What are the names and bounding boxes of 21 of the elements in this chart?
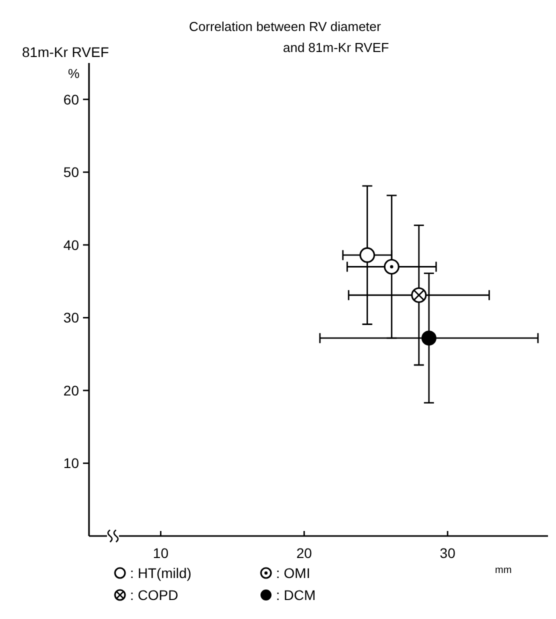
legend-label: : OMI [276, 565, 310, 581]
y-tick-label: 60 [63, 91, 80, 108]
x-tick-label: 20 [296, 545, 312, 561]
y-tick-label: 30 [63, 310, 80, 326]
x-tick-label: 10 [152, 545, 169, 561]
x-axis-title: mm [495, 565, 512, 576]
point [411, 287, 427, 303]
y-axis-title: 81m-Kr RVEF [22, 44, 109, 60]
x-tick-label: 30 [440, 545, 456, 561]
chart-title: Correlation between RV diameter and 81m-Kr RVEF [189, 19, 390, 55]
point [421, 330, 436, 346]
point [359, 247, 376, 263]
y-tick-label: 20 [63, 382, 80, 398]
y-tick-label: 40 [63, 236, 80, 253]
y-tick-label: 50 [63, 164, 80, 180]
point [384, 258, 400, 275]
legend-label: : DCM [276, 587, 316, 603]
legend-label: : HT(mild) [130, 565, 192, 581]
text: % [68, 66, 80, 81]
y-tick-label: 10 [63, 455, 80, 472]
legend-label: : COPD [130, 587, 178, 603]
